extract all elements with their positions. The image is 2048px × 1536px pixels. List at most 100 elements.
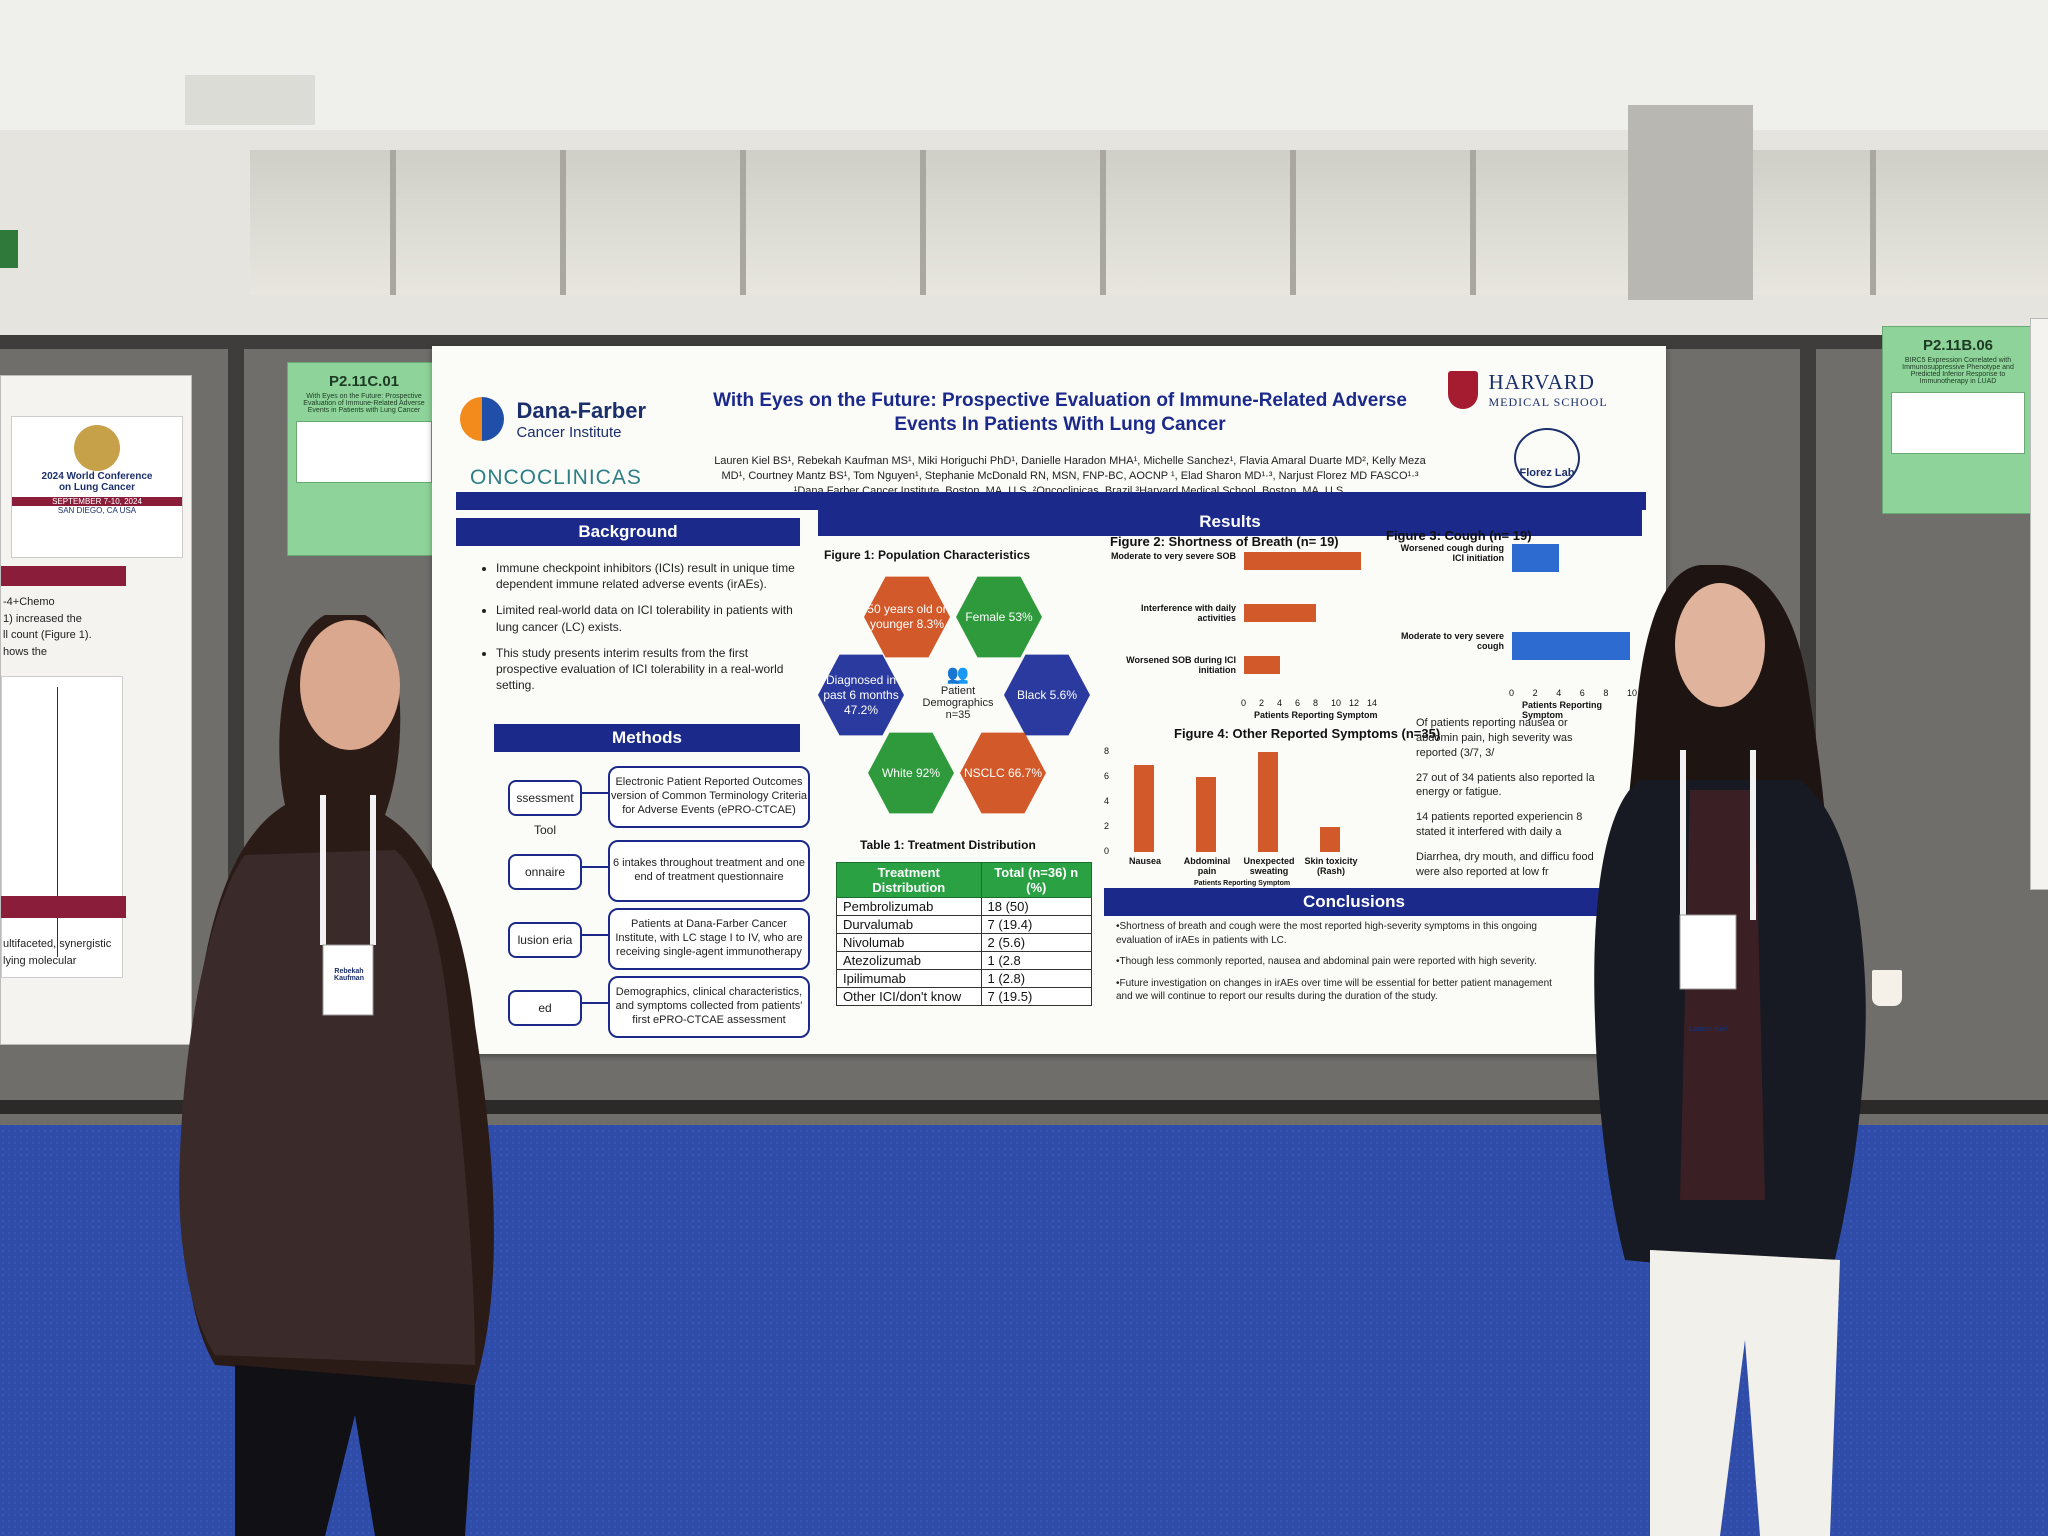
harvard-shield-icon <box>1448 371 1478 409</box>
left-neighbor-poster: 2024 World Conference on Lung Cancer SEP… <box>0 375 192 1045</box>
bar-label: Nausea <box>1128 856 1162 866</box>
bar <box>1320 827 1340 852</box>
name-badge-right: Lauren Kiel <box>1688 1026 1728 1033</box>
right-abstract-card: P2.11B.06 BIRC5 Expression Correlated wi… <box>1882 326 2034 514</box>
vent-box <box>185 75 315 125</box>
abstract-title-right: BIRC5 Expression Correlated with Immunos… <box>1902 357 2014 385</box>
figure4-chart: Nausea Abdominal pain Unexpected sweating S… <box>1104 742 1404 892</box>
bar-label: Moderate to very severe SOB <box>1110 551 1236 561</box>
name-badge-left: Rebekah Kaufman <box>334 968 364 982</box>
x-tick: 14 <box>1367 698 1378 708</box>
x-tick: 8 <box>1603 688 1609 698</box>
conference-name-2: on Lung Cancer <box>58 482 136 493</box>
harvard-logo: HARVARD MEDICAL SCHOOL <box>1448 370 1608 410</box>
abstract-title: With Eyes on the Future: Prospective Eva… <box>303 393 425 414</box>
bar-label: Worsened SOB during ICI initiation <box>1126 655 1236 675</box>
bar <box>1512 632 1630 660</box>
y-tick: 6 <box>1104 771 1110 781</box>
presenter-left <box>179 615 494 1536</box>
bar <box>1196 777 1216 852</box>
abstract-code-right: P2.11B.06 <box>1922 337 1994 354</box>
methods-row: ed Demographics, clinical characteristic… <box>508 976 812 1038</box>
x-tick: 2 <box>1259 698 1265 708</box>
window-mullion <box>390 150 396 295</box>
dfci-mark-icon <box>460 397 504 441</box>
x-tick: 10 <box>1331 698 1342 708</box>
methods-heading: Methods <box>494 724 800 752</box>
left-poster-text: -4+Chemo 1) increased the ll count (Figu… <box>3 596 92 658</box>
window-mullion <box>1290 150 1296 295</box>
left-poster-footer: ultifaceted, synergistic lying molecular <box>3 938 112 967</box>
bar <box>1134 764 1154 852</box>
window-mullion <box>740 150 746 295</box>
table1-title: Table 1: Treatment Distribution <box>860 838 1036 852</box>
concrete-pillar <box>1628 105 1753 300</box>
x-axis-label: Patients Reporting Symptom <box>1194 880 1291 887</box>
section-bar <box>1 566 126 586</box>
x-tick: 2 <box>1532 688 1538 698</box>
window-mullion <box>1470 150 1476 295</box>
bar <box>1244 656 1280 674</box>
bar-label: Interference with daily activities <box>1140 603 1236 623</box>
figure3-chart: Worsened cough during ICI initiation Mode… <box>1390 540 1640 720</box>
y-tick: 8 <box>1104 746 1110 756</box>
demographics-center: 👥 Patient Demographics n=35 <box>918 664 998 721</box>
methods-row: onnaire 6 intakes throughout treatment a… <box>508 840 812 902</box>
background-heading: Background <box>456 518 800 546</box>
header-rule <box>456 492 1646 510</box>
bar-label: Abdominal pain <box>1183 856 1231 876</box>
abstract-code: P2.11C.01 <box>328 373 400 390</box>
x-tick: 0 <box>1241 698 1247 708</box>
board-base <box>0 1100 2048 1114</box>
y-tick: 0 <box>1104 846 1110 856</box>
window-mullion <box>560 150 566 295</box>
window-mullion <box>920 150 926 295</box>
bar <box>1512 544 1560 572</box>
x-axis-label: Patients Reporting Symptom <box>1254 710 1378 720</box>
x-tick: 4 <box>1556 688 1562 698</box>
presenter-right <box>1594 565 1866 1536</box>
card-form <box>296 421 432 483</box>
x-tick: 6 <box>1295 698 1301 708</box>
x-tick: 10 <box>1627 688 1638 698</box>
y-tick: 4 <box>1104 796 1110 806</box>
x-tick: 0 <box>1509 688 1515 698</box>
bar-label: Worsened cough during ICI initiation <box>1400 543 1504 563</box>
figure3-title: Figure 3: Cough (n= 19) <box>1386 528 1532 543</box>
paper-cup <box>1872 970 1902 1006</box>
x-tick: 8 <box>1313 698 1319 708</box>
y-tick: 2 <box>1104 821 1110 831</box>
methods-row: lusion eria Patients at Dana-Farber Canc… <box>508 908 812 970</box>
conference-dates: SEPTEMBER 7-10, 2024 <box>12 497 182 506</box>
table-row: Atezolizumab 1 (2.8 <box>836 951 1092 970</box>
window-mullion <box>1100 150 1106 295</box>
bar <box>1244 604 1316 622</box>
section-bar-2 <box>1 896 126 918</box>
bar-label: Moderate to very severe cough <box>1400 631 1504 651</box>
bar-label: Unexpected sweating <box>1243 856 1295 876</box>
x-tick: 6 <box>1579 688 1585 698</box>
left-abstract-card: P2.11C.01 With Eyes on the Future: Prosp… <box>287 362 441 556</box>
figure1-title: Figure 1: Population Characteristics <box>824 548 1031 562</box>
results-heading: Results <box>818 508 1642 536</box>
figure2-title: Figure 2: Shortness of Breath (n= 19) <box>1110 534 1339 549</box>
treatment-table: Treatment Distribution Total (n=36) n (%… <box>836 862 1092 1006</box>
bar-label: Skin toxicity (Rash) <box>1304 856 1358 876</box>
results-notes: Of patients reporting nausea or abdomin … <box>1416 717 1595 878</box>
table-row: Pembrolizumab 18 (50) <box>836 897 1092 916</box>
poster-title: With Eyes on the Future: Prospective Eva… <box>713 390 1407 435</box>
table-row: Other ICI/don't know 7 (19.5) <box>836 987 1092 1006</box>
conference-name: 2024 World Conference <box>41 471 153 482</box>
x-tick: 4 <box>1277 698 1283 708</box>
conclusions-text: •Shortness of breath and cough were the … <box>1116 921 1552 1002</box>
bar <box>1244 552 1361 570</box>
oncoclinicas-logo: ONCOCLINICAS <box>470 466 642 489</box>
dana-farber-logo: Dana-Farber Cancer Institute <box>460 397 646 441</box>
clerestory-windows <box>250 150 2048 295</box>
table-row: Durvalumab 7 (19.4) <box>836 915 1092 934</box>
table-row: Nivolumab 2 (5.6) <box>836 933 1092 952</box>
x-axis-label: Patients Reporting Symptom <box>1522 700 1603 720</box>
conclusions-heading: Conclusions <box>1104 888 1604 916</box>
right-neighbor-poster <box>2030 318 2048 890</box>
board-frame <box>0 335 2048 349</box>
